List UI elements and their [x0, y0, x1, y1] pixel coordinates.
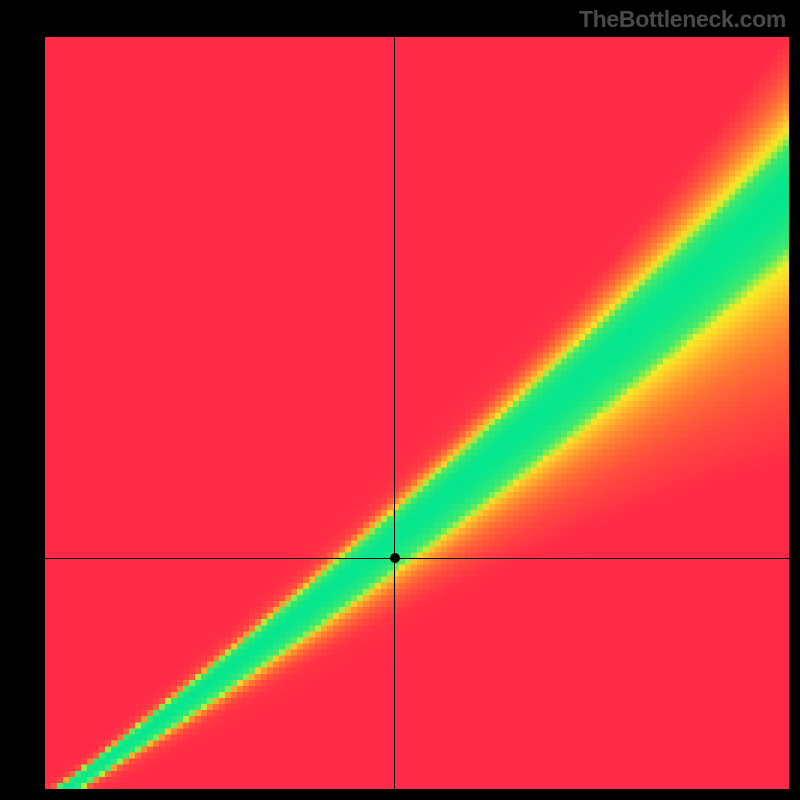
- bottleneck-heatmap: [45, 37, 789, 789]
- chart-container: TheBottleneck.com: [0, 0, 800, 800]
- marker-dot: [390, 553, 400, 563]
- plot-area: [45, 37, 789, 789]
- watermark-text: TheBottleneck.com: [579, 6, 786, 33]
- crosshair-horizontal: [45, 558, 789, 559]
- crosshair-vertical: [394, 37, 395, 789]
